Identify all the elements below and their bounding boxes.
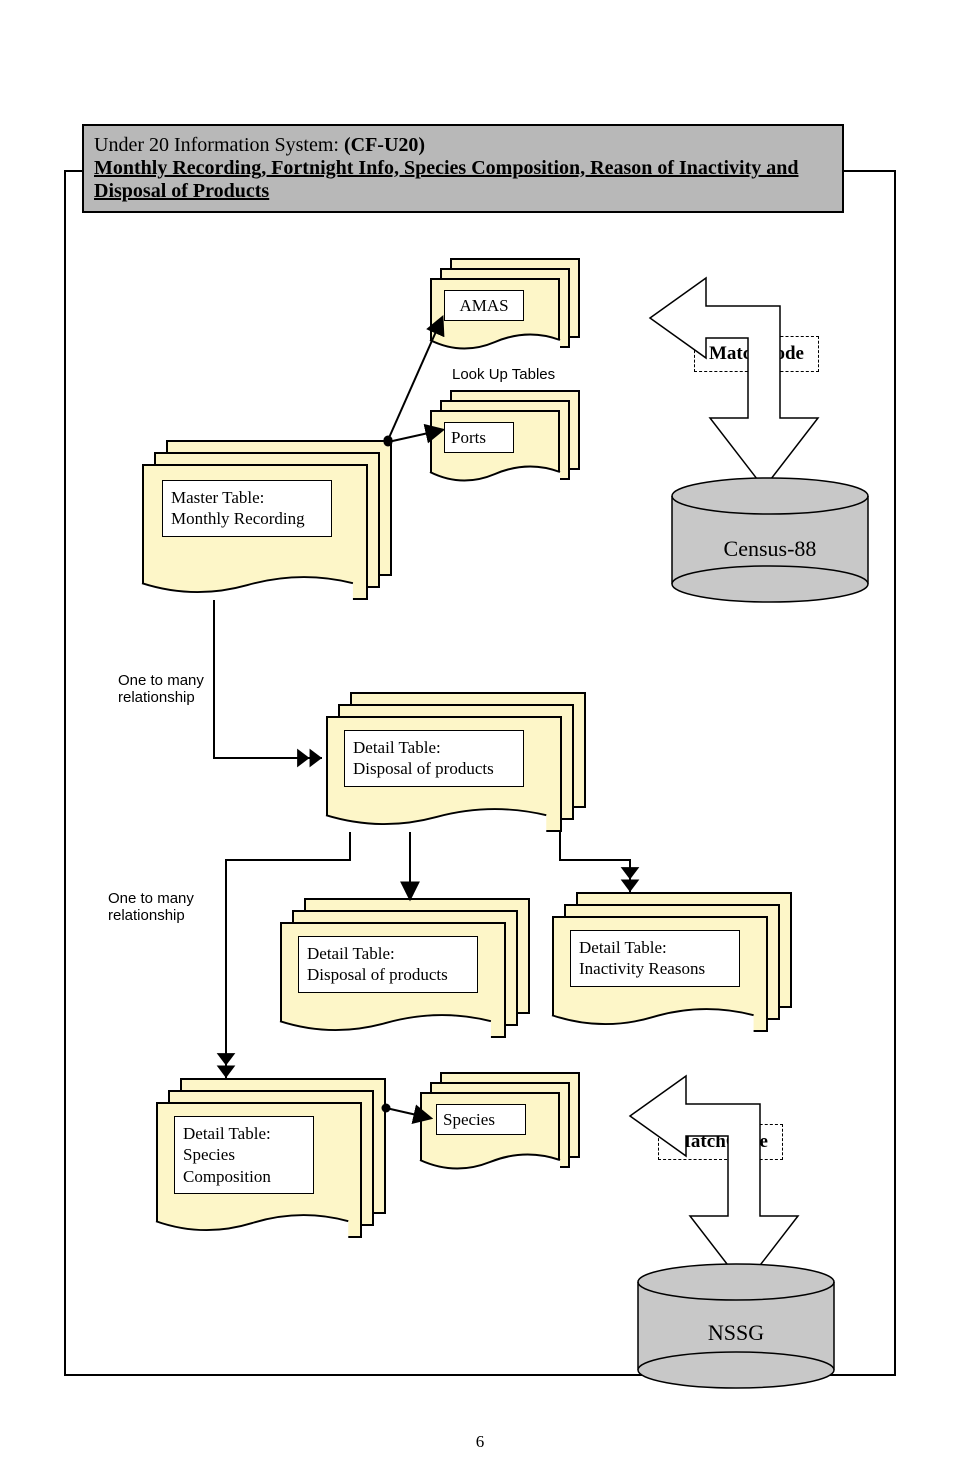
page-canvas: Under 20 Information System: (CF-U20) Mo… <box>0 0 960 1479</box>
connectors <box>0 0 960 1479</box>
page-number: 6 <box>476 1432 485 1452</box>
